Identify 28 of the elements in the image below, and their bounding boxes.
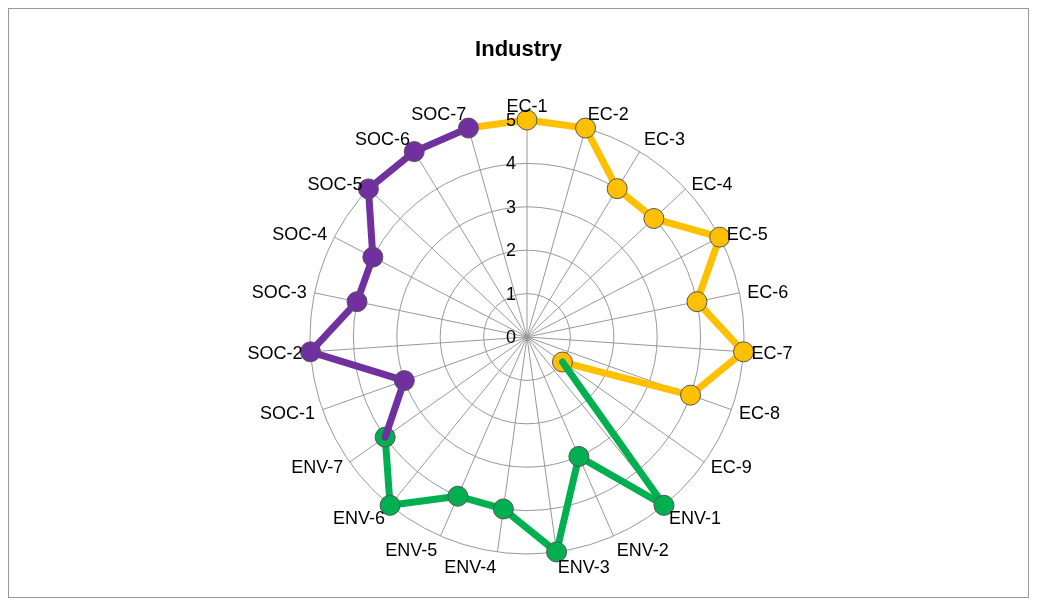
spoke-label: SOC-2 [247, 342, 303, 363]
spoke-label: ENV-1 [668, 508, 722, 529]
spoke-label: SOC-6 [355, 128, 411, 149]
spoke-label: SOC-5 [307, 173, 363, 194]
spoke-label: EC-9 [710, 457, 752, 478]
spoke-label: EC-4 [691, 173, 733, 194]
spoke-label: EC-2 [587, 104, 629, 125]
spoke-label: ENV-4 [444, 556, 497, 577]
spoke-label: EC-8 [739, 402, 781, 423]
spoke-label: SOC-7 [411, 104, 467, 125]
spoke-label: ENV-6 [332, 508, 386, 529]
y-tick-label: 4 [505, 153, 516, 174]
spoke-label: EC-6 [747, 281, 789, 302]
y-tick-label: 2 [505, 240, 516, 261]
spoke-label: ENV-7 [291, 457, 344, 478]
spoke-label: SOC-4 [272, 223, 328, 244]
spoke-label: ENV-2 [616, 540, 669, 561]
y-tick-label: 0 [505, 327, 516, 347]
spoke-label: EC-7 [751, 342, 793, 363]
y-tick-label: 1 [505, 283, 516, 304]
spoke-label: ENV-5 [385, 540, 438, 561]
spoke-label: SOC-1 [259, 402, 315, 423]
spoke-label: SOC-3 [251, 281, 307, 302]
chart-title: Industry [474, 36, 563, 62]
y-tick-label: 3 [505, 196, 516, 217]
spoke-label: EC-3 [643, 128, 685, 149]
spoke-label: ENV-3 [557, 556, 610, 577]
spoke-label: EC-5 [726, 223, 768, 244]
